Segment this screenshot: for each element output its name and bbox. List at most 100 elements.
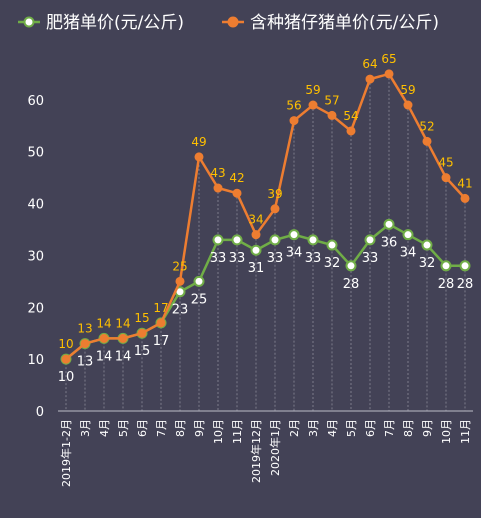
data-point — [345, 260, 357, 272]
data-label: 15 — [134, 311, 149, 325]
data-label: 52 — [419, 119, 434, 133]
data-point — [308, 100, 318, 110]
data-point — [232, 188, 242, 198]
data-label: 34 — [286, 246, 303, 261]
data-point — [346, 126, 356, 136]
data-label: 28 — [343, 277, 360, 292]
data-label: 25 — [172, 259, 187, 273]
y-tick-label: 60 — [27, 94, 44, 109]
data-point — [403, 100, 413, 110]
x-tick-label: 8月 — [402, 419, 415, 437]
x-tick-label: 6月 — [364, 419, 377, 437]
data-label: 45 — [438, 156, 453, 170]
legend-label: 肥猪单价(元/公斤) — [46, 13, 184, 33]
x-tick-label: 9月 — [421, 419, 434, 437]
y-tick-label: 0 — [36, 405, 44, 420]
data-point — [213, 183, 223, 193]
data-label: 25 — [191, 292, 208, 307]
x-tick-label: 10月 — [212, 419, 225, 444]
data-label: 10 — [58, 370, 75, 385]
axes: 0 10 20 30 40 50 60 2019年1-2月 3月 4月 5月 6月 7月 8月 9月 10月 1… — [27, 94, 473, 487]
data-point — [441, 173, 451, 183]
data-label: 65 — [381, 52, 396, 66]
legend-swatch-marker — [227, 16, 239, 28]
x-tick-label: 6月 — [136, 419, 149, 437]
data-label: 34 — [400, 246, 417, 261]
x-tick-label: 2020年1月 — [268, 419, 282, 476]
y-tick-label: 20 — [27, 301, 44, 316]
data-point — [327, 110, 337, 120]
data-label: 54 — [343, 109, 358, 123]
data-label: 28 — [438, 277, 455, 292]
y-tick-label: 30 — [27, 249, 44, 264]
data-point — [384, 69, 394, 79]
data-label: 14 — [115, 349, 132, 364]
data-point — [289, 116, 299, 126]
legend: 肥猪单价(元/公斤) 含种猪仔猪单价(元/公斤) — [18, 13, 439, 33]
legend-label: 含种猪仔猪单价(元/公斤) — [250, 13, 439, 33]
x-tick-label: 9月 — [193, 419, 206, 437]
data-label: 14 — [96, 316, 111, 330]
data-point — [421, 239, 433, 251]
data-label: 32 — [324, 256, 341, 271]
data-point — [365, 74, 375, 84]
x-tick-label: 11月 — [459, 419, 472, 444]
data-point — [80, 339, 90, 349]
x-tick-label: 4月 — [98, 419, 111, 437]
data-point — [156, 318, 166, 328]
data-label: 39 — [267, 187, 282, 201]
data-point — [460, 193, 470, 203]
data-point — [175, 276, 185, 286]
data-label: 14 — [96, 349, 113, 364]
x-tick-label: 8月 — [174, 419, 187, 437]
x-tick-label: 3月 — [79, 419, 92, 437]
data-label: 41 — [457, 176, 472, 190]
data-point — [118, 333, 128, 343]
data-point — [383, 218, 395, 230]
x-tick-label: 7月 — [383, 419, 396, 437]
x-tick-label: 7月 — [155, 419, 168, 437]
data-point — [193, 275, 205, 287]
data-label: 15 — [134, 344, 151, 359]
x-tick-label: 4月 — [326, 419, 339, 437]
data-label: 33 — [210, 251, 227, 266]
data-label: 34 — [248, 213, 263, 227]
data-label: 64 — [362, 57, 377, 71]
legend-item: 含种猪仔猪单价(元/公斤) — [222, 13, 439, 33]
data-label: 33 — [305, 251, 322, 266]
x-tick-label: 2月 — [288, 419, 301, 437]
x-tick-label: 5月 — [345, 419, 358, 437]
data-point — [288, 229, 300, 241]
data-point — [212, 234, 224, 246]
data-point — [137, 328, 147, 338]
data-point — [402, 229, 414, 241]
data-point — [194, 152, 204, 162]
x-tick-label: 3月 — [307, 419, 320, 437]
data-point — [326, 239, 338, 251]
data-label: 13 — [77, 355, 94, 370]
data-label: 43 — [210, 166, 225, 180]
data-label: 36 — [381, 235, 398, 250]
data-point — [99, 333, 109, 343]
data-point — [61, 354, 71, 364]
data-label: 59 — [400, 83, 415, 97]
x-tick-label: 2019年12月 — [249, 419, 263, 483]
data-point — [364, 234, 376, 246]
x-tick-label: 10月 — [440, 419, 453, 444]
x-tick-label: 5月 — [117, 419, 130, 437]
legend-swatch-marker — [23, 16, 35, 28]
x-tick-label: 11月 — [231, 419, 244, 444]
data-label: 56 — [286, 99, 301, 113]
x-tick-label: 2019年1-2月 — [59, 419, 73, 487]
data-label: 32 — [419, 256, 436, 271]
data-point — [250, 244, 262, 256]
data-point — [251, 230, 261, 240]
data-label: 31 — [248, 261, 265, 276]
data-point — [459, 260, 471, 272]
data-label: 17 — [153, 301, 168, 315]
y-tick-label: 10 — [27, 353, 44, 368]
data-label: 33 — [229, 251, 246, 266]
data-label: 10 — [58, 337, 73, 351]
